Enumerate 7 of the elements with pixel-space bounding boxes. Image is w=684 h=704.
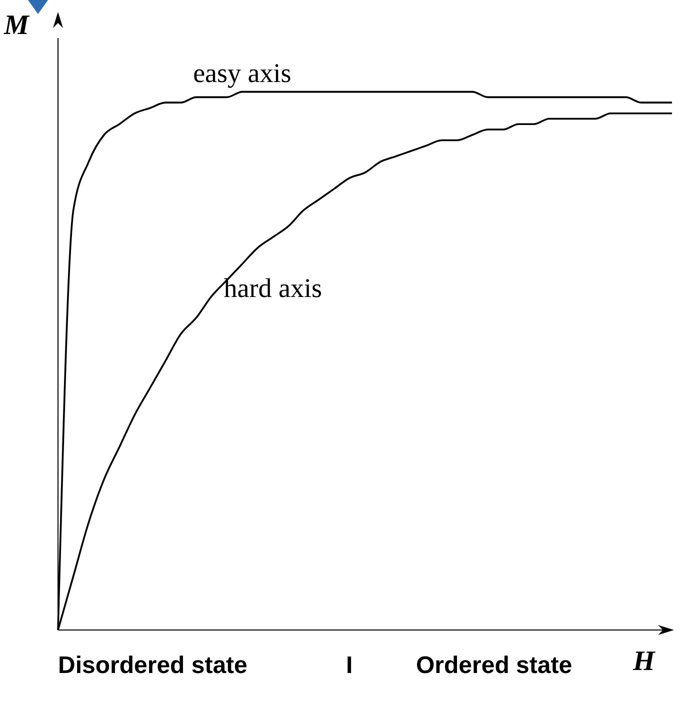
text: Ordered state [416, 652, 572, 680]
x-axis-title: H [633, 646, 655, 678]
y-axis-title: M [4, 10, 29, 42]
series-label: easy axis [193, 58, 292, 88]
series-label: hard axis [224, 273, 322, 304]
text: I [346, 652, 353, 680]
text: Disordered state [58, 652, 248, 680]
